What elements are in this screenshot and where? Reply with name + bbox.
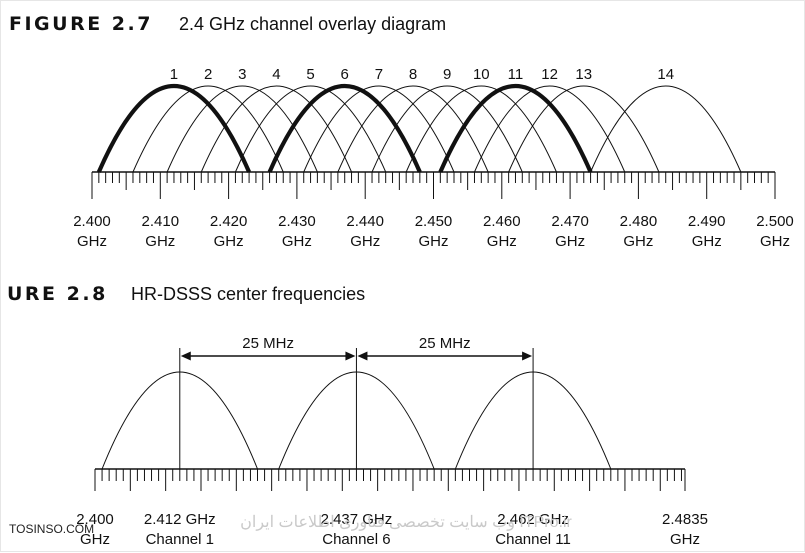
channel-3-arc xyxy=(166,85,318,173)
channel-numbers: 1 2 3 4 5 6 7 8 9 10 11 12 13 14 xyxy=(170,66,674,83)
tick-unit: GHz xyxy=(282,233,312,250)
watermark-tosinso: TOSINSO.COM xyxy=(9,522,94,536)
tick-label: 2.410 xyxy=(142,213,180,230)
tick-unit: GHz xyxy=(555,233,585,250)
center-frequency-label: 2.412 GHz xyxy=(144,511,216,528)
hr-dsss-axis-labels: 2.400 GHz 2.4835 GHz 2.412 GHz Channel 1 2.437… xyxy=(76,511,708,548)
end-label-unit: GHz xyxy=(670,531,700,548)
channel-5-number: 5 xyxy=(306,66,314,83)
tick-unit: GHz xyxy=(77,233,107,250)
arrowhead-right xyxy=(522,351,533,361)
end-label-unit: GHz xyxy=(80,531,110,548)
channel-1-arc xyxy=(96,83,252,173)
channel-name-label: Channel 1 xyxy=(146,531,214,548)
spacing-label: 25 MHz xyxy=(419,335,471,352)
figure-2-8-title: HR-DSSS center frequencies xyxy=(131,284,365,304)
arrowhead-left xyxy=(180,351,191,361)
channel-5-arc xyxy=(234,85,387,173)
tick-unit: GHz xyxy=(623,233,653,250)
spacing-label: 25 MHz xyxy=(242,335,294,352)
channel-12-arc xyxy=(474,85,626,173)
end-label: 2.4835 xyxy=(662,511,708,528)
watermark-itpro: وب سایت تخصصی فناوری اطلاعات ایران ITPro… xyxy=(240,514,572,531)
tick-label: 2.490 xyxy=(688,213,726,230)
channel-13-number: 13 xyxy=(575,66,592,83)
channel-14-number: 14 xyxy=(657,66,674,83)
tick-unit: GHz xyxy=(692,233,722,250)
tick-label: 2.480 xyxy=(620,213,658,230)
tick-label: 2.420 xyxy=(210,213,248,230)
channel-8-arc xyxy=(337,85,489,173)
figure-2-7-label: FIGURE 2.7 xyxy=(9,13,153,35)
channel-2-number: 2 xyxy=(204,66,212,83)
tick-unit: GHz xyxy=(419,233,449,250)
tick-label: 2.500 xyxy=(756,213,794,230)
channel-10-number: 10 xyxy=(473,66,490,83)
center-frequency-label: 2.437 GHz xyxy=(321,511,393,528)
channel-12-number: 12 xyxy=(541,66,558,83)
channel-overlay-diagram: 1 2 3 4 5 6 7 8 9 10 11 12 13 14 2.400GHz2.410GHz2.42… xyxy=(73,66,794,250)
channel-arcs xyxy=(96,83,742,173)
channel-7-number: 7 xyxy=(375,66,383,83)
channel-spacing-arrows: 25 MHz 25 MHz xyxy=(180,335,533,361)
channel-14-arc xyxy=(590,85,742,173)
hr-dsss-diagram: 25 MHz 25 MHz 2.400 GHz 2.4835 GHz 2.412 GHz C… xyxy=(76,335,708,548)
frequency-axis: 2.400 GHz 2.410 GHz 2.420 GHz 2.430 GHz 2.440 GHz… xyxy=(73,171,794,250)
axis-ticks xyxy=(91,172,776,199)
channel-6-arc xyxy=(267,83,422,173)
axis-tick-labels: 2.400 GHz 2.410 GHz 2.420 GHz 2.430 GHz 2.440 GHz… xyxy=(73,213,794,250)
channel-3-number: 3 xyxy=(238,66,246,83)
hr-dsss-axis-ticks xyxy=(94,469,686,491)
tick-label: 2.440 xyxy=(346,213,384,230)
channel-name-label: Channel 11 xyxy=(495,531,571,548)
channel-8-number: 8 xyxy=(409,66,417,83)
channel-7-arc xyxy=(303,85,455,173)
channel-13-arc xyxy=(508,85,660,173)
channel-11-arc xyxy=(438,83,593,173)
channel-9-number: 9 xyxy=(443,66,451,83)
tick-label: 2.450 xyxy=(415,213,453,230)
figure-2-7-title: 2.4 GHz channel overlay diagram xyxy=(179,14,446,34)
hr-dsss-frequency-axis: 2.400 GHz 2.4835 GHz 2.412 GHz Channel 1 2.437… xyxy=(76,468,708,548)
tick-label: 2.470 xyxy=(551,213,589,230)
tick-unit: GHz xyxy=(760,233,790,250)
channel-9-arc xyxy=(371,85,523,173)
figure-2-8-label: URE 2.8 xyxy=(7,283,108,305)
channel-11-number: 11 xyxy=(508,66,524,83)
tick-unit: GHz xyxy=(214,233,244,250)
channel-10-arc xyxy=(405,85,557,173)
channel-4-arc xyxy=(200,85,352,173)
tick-unit: GHz xyxy=(350,233,380,250)
hr-dsss-channel-arcs xyxy=(101,348,612,470)
arrowhead-left xyxy=(357,351,368,361)
tick-label: 2.460 xyxy=(483,213,521,230)
tick-label: 2.430 xyxy=(278,213,316,230)
tick-label: 2.400 xyxy=(73,213,111,230)
center-frequency-label: 2.462 GHz xyxy=(497,511,569,528)
channel-1-number: 1 xyxy=(170,66,178,83)
channel-name-label: Channel 6 xyxy=(322,531,390,548)
tick-unit: GHz xyxy=(487,233,517,250)
channel-4-number: 4 xyxy=(272,66,280,83)
end-label: 2.400 xyxy=(76,511,114,528)
tick-unit: GHz xyxy=(145,233,175,250)
channel-2-arc xyxy=(132,85,284,173)
arrowhead-right xyxy=(345,351,356,361)
channel-6-number: 6 xyxy=(341,66,349,83)
